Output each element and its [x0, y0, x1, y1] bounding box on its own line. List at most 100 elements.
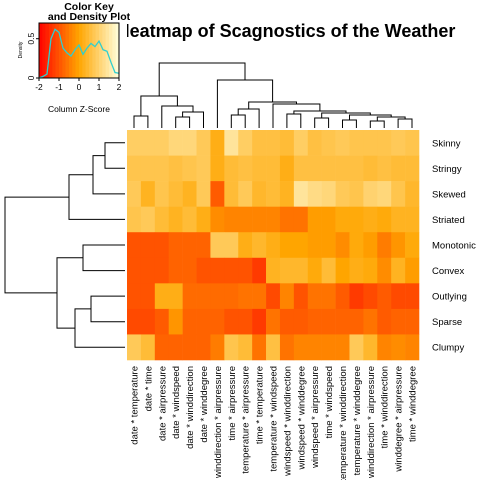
heatmap-cell — [377, 206, 392, 233]
dendrogram-branch — [182, 111, 204, 128]
heatmap-cell — [140, 283, 156, 310]
heatmap-cell — [196, 257, 211, 284]
color-key-step — [39, 23, 43, 78]
heatmap-cell — [279, 283, 295, 310]
heatmap-cell — [321, 308, 336, 335]
dendrogram-branch — [92, 155, 125, 195]
color-key-xlabel: Column Z-Score — [48, 104, 110, 114]
heatmap-cell — [266, 181, 281, 207]
heatmap-cell — [252, 155, 267, 182]
heatmap-cell — [335, 206, 350, 233]
dendrogram-branch — [133, 115, 149, 128]
heatmap-cell — [363, 257, 378, 284]
heatmap-cell — [335, 232, 350, 259]
row-label: Monotonic — [432, 241, 476, 252]
heatmap-cell — [168, 130, 183, 156]
column-label: windspeed * airpressure — [310, 366, 321, 469]
heatmap-cell — [154, 283, 170, 310]
x-tick-label: -2 — [35, 82, 43, 92]
heatmap-cell — [363, 308, 378, 335]
heatmap-cell — [293, 283, 309, 310]
heatmap-cell — [349, 283, 364, 310]
heatmap-cell — [391, 130, 406, 156]
column-label: temperature * airpressure — [241, 366, 252, 474]
heatmap-cell — [140, 206, 156, 233]
heatmap-cell — [140, 308, 156, 335]
heatmap-cell — [405, 308, 420, 335]
row-label: Clumpy — [432, 343, 464, 354]
heatmap-cell — [168, 257, 183, 284]
heatmap-cell — [377, 130, 392, 156]
heatmap-cell — [224, 206, 239, 233]
heatmap-cell — [127, 206, 142, 233]
heatmap-cell — [154, 181, 170, 207]
heatmap-cell — [252, 232, 267, 259]
column-label: date * winddirection — [185, 366, 196, 449]
color-key-step — [82, 23, 86, 78]
color-key-step — [92, 23, 96, 78]
color-key-step — [49, 23, 53, 78]
color-key-step — [62, 23, 66, 78]
heatmap-cell — [238, 130, 253, 156]
heatmap-cell — [224, 334, 239, 361]
color-key-step — [89, 23, 93, 78]
heatmap-cells — [127, 130, 420, 361]
heatmap-cell — [335, 181, 350, 207]
heatmap-cell — [224, 257, 239, 284]
heatmap-cell — [127, 283, 142, 310]
dendrogram-branch — [68, 174, 125, 220]
heatmap-cell — [279, 232, 295, 259]
heatmap-cell — [363, 232, 378, 259]
heatmap-cell — [391, 283, 406, 310]
heatmap-cell — [154, 232, 170, 259]
heatmap-cell — [252, 206, 267, 233]
heatmap-cell — [279, 130, 295, 156]
heatmap-cell — [391, 334, 406, 361]
heatmap-cell — [196, 206, 211, 233]
heatmap-cell — [196, 334, 211, 361]
row-label: Skinny — [432, 138, 461, 149]
heatmap-cell — [140, 257, 156, 284]
column-label: time * winddegree — [408, 366, 419, 442]
heatmap-cell — [293, 181, 309, 207]
heatmap-cell — [182, 130, 197, 156]
heatmap-cell — [335, 257, 350, 284]
color-key-step — [95, 23, 100, 78]
heatmap-cell — [210, 155, 225, 182]
heatmap-cell — [196, 130, 211, 156]
heatmap-cell — [307, 206, 322, 233]
column-label: winddegree * airpressure — [394, 366, 405, 473]
heatmap-cell — [349, 155, 364, 182]
row-dendrogram — [4, 142, 125, 348]
heatmap-cell — [377, 232, 392, 259]
dendrogram-branch — [230, 114, 246, 128]
heatmap-cell — [210, 130, 225, 156]
heatmap-cell — [210, 308, 225, 335]
dendrogram-branch — [369, 120, 385, 128]
heatmap-cell — [321, 206, 336, 233]
heatmap-cell — [238, 206, 253, 233]
heatmap-cell — [238, 181, 253, 207]
heatmap-cell — [224, 155, 239, 182]
heatmap-cell — [210, 334, 225, 361]
heatmap-cell — [182, 232, 197, 259]
heatmap-cell — [391, 308, 406, 335]
heatmap-cell — [252, 308, 267, 335]
heatmap-cell — [182, 181, 197, 207]
heatmap-cell — [252, 130, 267, 156]
heatmap-cell — [335, 130, 350, 156]
heatmap-cell — [168, 155, 183, 182]
color-key-step — [112, 23, 116, 78]
heatmap-cell — [405, 155, 420, 182]
dendrogram-branch — [237, 108, 260, 128]
heatmap-cell — [196, 308, 211, 335]
heatmap-cell — [349, 308, 364, 335]
chart-title: Heatmap of Scagnostics of the Weather — [117, 21, 456, 41]
color-key-step — [65, 23, 70, 78]
heatmap-cell — [391, 232, 406, 259]
heatmap-cell — [266, 155, 281, 182]
dendrogram-branch — [74, 308, 125, 348]
heatmap-cell — [321, 181, 336, 207]
heatmap-cell — [168, 334, 183, 361]
heatmap-cell — [293, 206, 309, 233]
